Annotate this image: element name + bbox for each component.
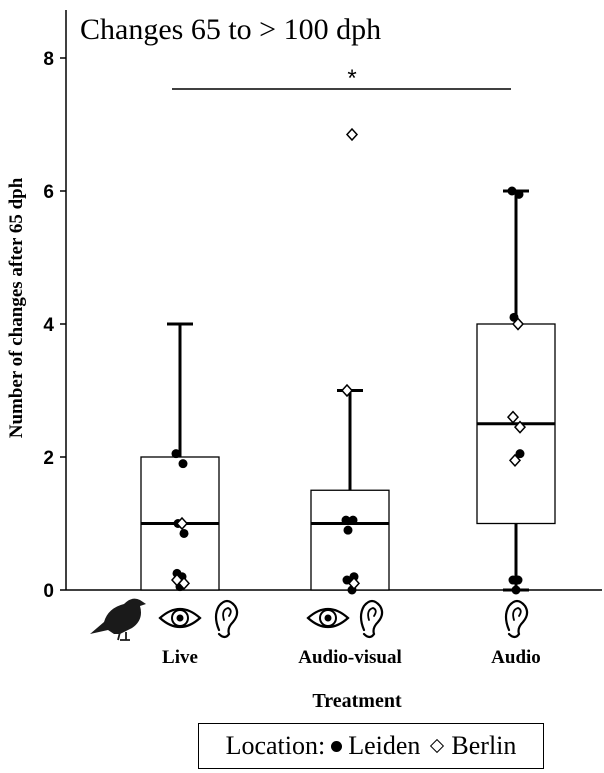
leiden-point [171,449,181,459]
data-points [170,127,527,595]
x-axis-categories: Live Audio-visual Audio [90,598,541,668]
y-axis-ticks: 0 2 4 6 8 [43,49,66,602]
leiden-point [341,515,351,525]
y-tick-label: 6 [43,182,54,203]
berlin-point [345,127,359,142]
box-plot-chart: Changes 65 to > 100 dph 0 2 4 6 8 Number of … [6,10,602,712]
leiden-point [178,459,188,469]
significance-bracket: * [172,65,511,92]
y-tick-label: 0 [43,581,54,602]
category-label-audio: Audio [491,647,541,668]
leiden-point [515,449,525,459]
box-audio-visual [310,389,390,591]
category-label-audio-visual: Audio-visual [298,647,401,668]
ear-icon [214,599,239,639]
leiden-point [348,515,358,525]
significance-label: * [347,65,356,92]
bird-icon [90,598,146,641]
leiden-point [179,528,189,538]
eye-icon [306,607,350,629]
boxes [140,189,556,592]
y-tick-label: 8 [43,49,54,70]
box-body [310,489,390,591]
category-label-live: Live [162,647,198,668]
legend-open-diamond-icon [430,738,445,754]
box-live [140,322,220,591]
legend-filled-circle-icon [331,740,343,752]
berlin-point [347,576,361,590]
legend-entry-berlin: Berlin [451,731,517,760]
berlin-point [511,317,525,331]
leiden-point [513,575,523,585]
legend-title: Location: [225,731,326,760]
berlin-point [175,516,189,531]
leiden-point [511,585,521,595]
y-tick-label: 4 [43,315,54,336]
leiden-point [349,572,359,582]
x-axis-label: Treatment [312,690,402,712]
berlin-point [508,453,522,467]
y-tick-label: 2 [43,448,54,469]
ear-icon [504,599,529,639]
leiden-point [343,525,353,535]
leiden-point [514,189,524,199]
y-axis-label: Number of changes after 65 dph [6,177,27,438]
box-audio [476,189,556,592]
leiden-point [507,186,517,196]
ear-icon [359,599,384,639]
eye-icon [158,607,202,629]
berlin-point [340,383,354,398]
legend: Location: Leiden Berlin [198,723,544,769]
berlin-point [506,410,520,424]
berlin-point [513,420,527,434]
legend-entry-leiden: Leiden [348,731,421,760]
berlin-point [177,576,191,590]
chart-title: Changes 65 to > 100 dph [80,13,381,46]
